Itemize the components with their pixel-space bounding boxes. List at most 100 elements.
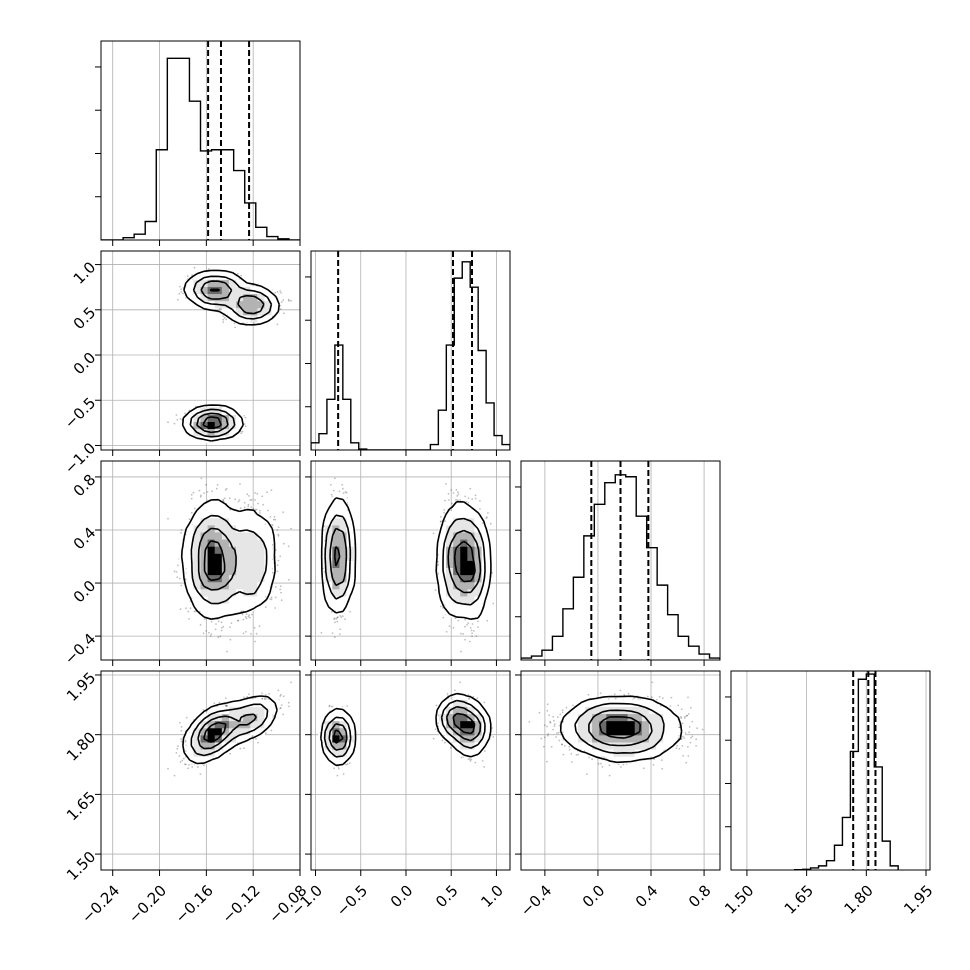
density-cell xyxy=(264,574,272,583)
xtick-label: −0.12 xyxy=(218,881,263,926)
density-cell xyxy=(577,742,586,750)
density-cell xyxy=(207,517,216,526)
density-cell xyxy=(325,742,333,750)
ytick-label: 0.0 xyxy=(70,577,100,607)
density-cell xyxy=(577,713,586,722)
contour-line xyxy=(203,540,226,582)
density-cell xyxy=(236,706,244,715)
density-cell xyxy=(453,553,461,561)
xtick-label: −0.4 xyxy=(517,881,555,919)
density-cell xyxy=(200,272,209,280)
density-cell xyxy=(207,603,216,611)
density-cell xyxy=(250,596,258,604)
density-cell xyxy=(207,720,216,729)
density-cell xyxy=(467,713,475,722)
density-cell xyxy=(670,720,678,729)
density-cell xyxy=(221,510,230,519)
density-cell xyxy=(481,532,490,540)
density-cell xyxy=(438,596,447,604)
density-cell xyxy=(460,706,468,715)
density-cell xyxy=(243,603,251,611)
density-cell xyxy=(186,574,194,583)
density-cell xyxy=(599,699,607,707)
density-cell xyxy=(467,532,475,540)
density-cell xyxy=(577,727,586,736)
density-cell xyxy=(228,279,237,287)
density-cell xyxy=(236,581,244,590)
density-cell xyxy=(250,720,258,729)
density-cell xyxy=(200,279,209,287)
density-cell xyxy=(627,727,636,736)
density-cell xyxy=(332,596,340,604)
density-cell xyxy=(467,553,475,561)
density-cell xyxy=(193,727,201,736)
density-cell xyxy=(243,699,251,707)
density-cell xyxy=(214,560,223,569)
ytick-label: −0.5 xyxy=(61,394,99,432)
density-cell xyxy=(481,553,490,561)
density-cell xyxy=(243,706,251,715)
density-cell xyxy=(474,574,482,583)
density-cell xyxy=(236,553,244,561)
density-cell xyxy=(257,524,265,533)
density-cell xyxy=(460,749,468,757)
density-cell xyxy=(193,272,201,280)
density-cell xyxy=(648,699,657,707)
density-cell xyxy=(200,414,209,422)
density-cell xyxy=(467,734,475,743)
density-cell xyxy=(446,539,454,547)
density-cell xyxy=(584,742,593,750)
density-cell xyxy=(250,553,258,561)
histogram-step xyxy=(101,57,300,240)
density-cell xyxy=(200,546,209,554)
density-cell xyxy=(670,727,678,736)
density-cell xyxy=(474,553,482,561)
contour-line xyxy=(324,514,486,606)
density-cell xyxy=(243,581,251,590)
density-cell xyxy=(467,581,475,590)
density-cell xyxy=(606,756,614,764)
density-cell xyxy=(228,272,237,280)
contour-line xyxy=(189,275,273,438)
density-cell xyxy=(250,574,258,583)
contour-line xyxy=(182,695,278,765)
density-cell xyxy=(641,706,650,715)
density-cell xyxy=(339,588,347,597)
panel-3-1: −1.0 −0.5 0.0 0.5 1.0 xyxy=(288,670,511,920)
density-cell xyxy=(214,734,223,743)
density-cell xyxy=(453,517,461,526)
density-cell xyxy=(236,567,244,576)
density-cell xyxy=(453,532,461,540)
density-cell xyxy=(339,567,347,576)
density-cell xyxy=(332,727,340,736)
density-cell xyxy=(563,727,572,736)
density-cell xyxy=(236,524,244,533)
panel-frame xyxy=(310,460,511,661)
density-cell xyxy=(460,692,468,700)
density-cell xyxy=(186,414,194,422)
density-cell xyxy=(257,581,265,590)
density-cell xyxy=(613,756,621,764)
density-cell xyxy=(474,539,482,547)
density-cell xyxy=(257,596,265,604)
density-cell xyxy=(332,503,340,512)
density-cell xyxy=(200,524,209,533)
density-cell xyxy=(606,734,614,743)
density-cell xyxy=(460,581,468,590)
density-cell xyxy=(214,279,223,287)
density-cell xyxy=(460,596,468,604)
panel-frame xyxy=(520,460,721,661)
density-cell xyxy=(460,699,468,707)
density-cell xyxy=(200,503,209,512)
density-cell xyxy=(570,706,579,715)
density-cell xyxy=(592,699,600,707)
density-cell xyxy=(325,749,333,757)
density-cell xyxy=(620,734,629,743)
density-cell xyxy=(332,546,340,554)
density-cell xyxy=(207,706,216,715)
density-cell xyxy=(467,727,475,736)
density-cell xyxy=(453,503,461,512)
density-cell xyxy=(446,581,454,590)
panel-frame xyxy=(310,250,511,451)
density-cell xyxy=(228,307,237,316)
